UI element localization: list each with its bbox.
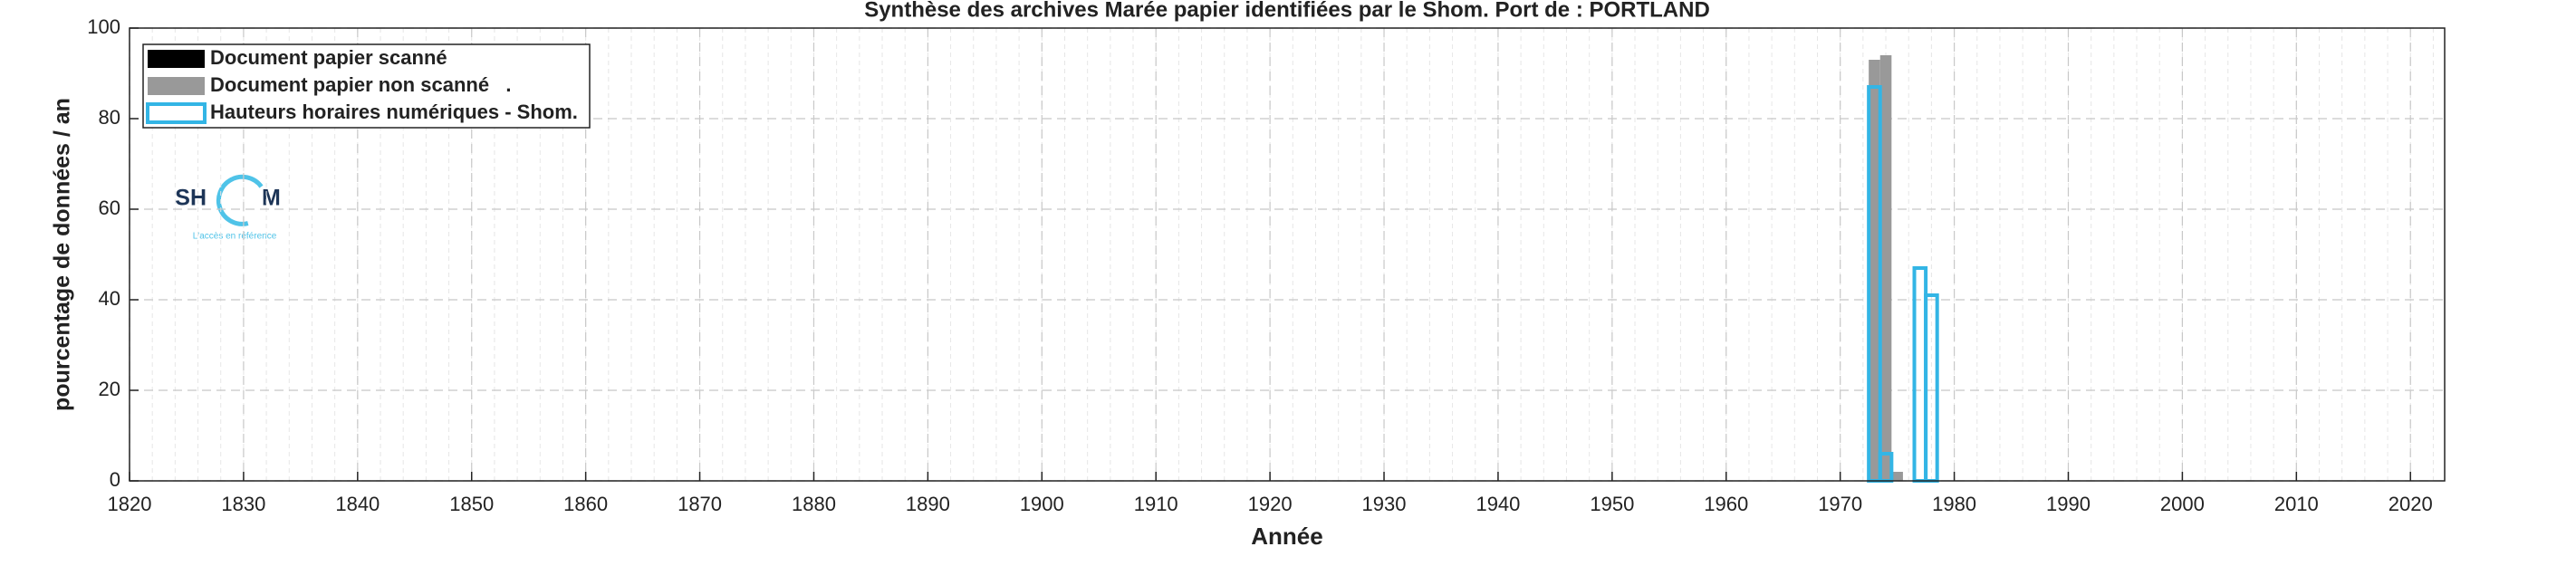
logo-tagline: L'accès en référence: [193, 232, 277, 242]
legend-swatch: [148, 77, 205, 95]
logo-text: SH: [175, 186, 207, 211]
x-tick-label: 1910: [1134, 493, 1178, 515]
x-tick-label: 1850: [449, 493, 494, 515]
x-tick-label: 1880: [792, 493, 836, 515]
x-tick-label: 1830: [221, 493, 265, 515]
x-tick-label: 2000: [2160, 493, 2205, 515]
x-tick-label: 1870: [678, 493, 722, 515]
legend-label: Document papier non scanné .: [210, 73, 512, 96]
x-tick-label: 1930: [1362, 493, 1407, 515]
x-tick-label: 1860: [563, 493, 608, 515]
bar: [1891, 472, 1903, 481]
bar: [1879, 55, 1892, 481]
x-tick-label: 1890: [906, 493, 950, 515]
x-tick-label: 1980: [1932, 493, 1976, 515]
x-tick-label: 1990: [2046, 493, 2091, 515]
y-axis-label: pourcentage de données / an: [50, 98, 75, 411]
logo: SH M L'accès en référence: [175, 174, 281, 242]
logo-arc: [216, 174, 264, 226]
x-tick-label: 1950: [1590, 493, 1634, 515]
x-tick-label: 1840: [335, 493, 380, 515]
legend-box: [142, 43, 591, 129]
x-tick-label: 1960: [1704, 493, 1748, 515]
chart-title: Synthèse des archives Marée papier ident…: [864, 0, 1710, 22]
y-tick-label: 80: [99, 106, 120, 129]
y-tick-label: 20: [99, 378, 120, 400]
x-tick-label: 1920: [1248, 493, 1293, 515]
y-tick-label: 0: [110, 468, 120, 491]
x-tick-label: 1970: [1818, 493, 1862, 515]
x-axis-label: Année: [1251, 523, 1322, 550]
x-tick-label: 2010: [2274, 493, 2319, 515]
legend-label: Hauteurs horaires numériques - Shom.: [210, 101, 578, 123]
x-tick-label: 1900: [1020, 493, 1064, 515]
legend-swatch: [148, 50, 205, 68]
y-tick-label: 60: [99, 197, 120, 219]
bar: [1869, 60, 1880, 481]
x-tick-label: 2020: [2389, 493, 2433, 515]
plot-frame: [129, 27, 2446, 482]
logo-text: M: [262, 186, 281, 211]
legend: Document papier scanné Document papier no…: [142, 43, 591, 129]
x-tick-label: 1820: [108, 493, 152, 515]
y-tick-label: 100: [87, 15, 120, 38]
y-tick-label: 40: [99, 287, 120, 310]
legend-swatch: [146, 102, 207, 124]
legend-label: Document papier scanné: [210, 46, 447, 69]
x-tick-label: 1940: [1475, 493, 1520, 515]
